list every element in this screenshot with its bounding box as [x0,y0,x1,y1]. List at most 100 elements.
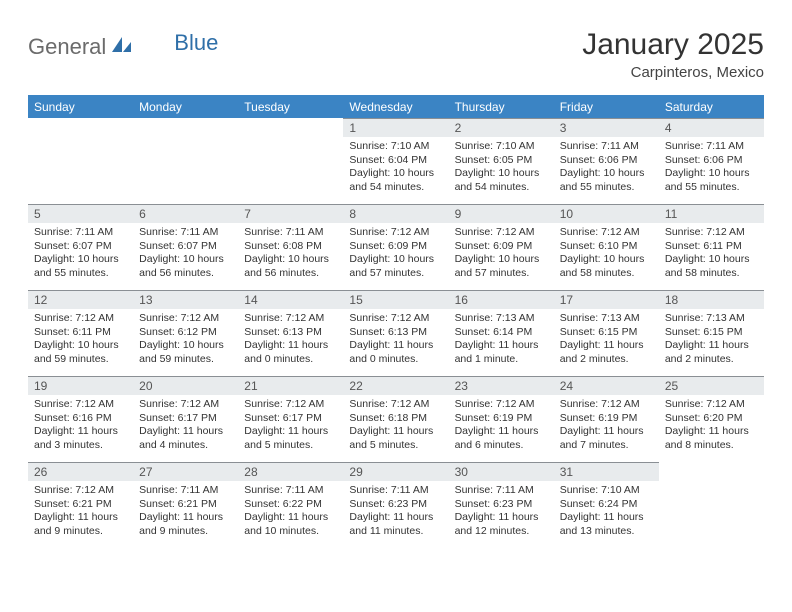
calendar-cell [238,118,343,204]
calendar-cell: 21Sunrise: 7:12 AMSunset: 6:17 PMDayligh… [238,376,343,462]
header: General Blue January 2025 Carpinteros, M… [28,28,764,81]
day-details: Sunrise: 7:12 AMSunset: 6:20 PMDaylight:… [659,395,764,457]
weekday-header: Tuesday [238,96,343,119]
day-number: 24 [554,376,659,395]
calendar-cell: 9Sunrise: 7:12 AMSunset: 6:09 PMDaylight… [449,204,554,290]
calendar-cell: 5Sunrise: 7:11 AMSunset: 6:07 PMDaylight… [28,204,133,290]
calendar-cell: 31Sunrise: 7:10 AMSunset: 6:24 PMDayligh… [554,462,659,548]
calendar-row: 12Sunrise: 7:12 AMSunset: 6:11 PMDayligh… [28,290,764,376]
day-details: Sunrise: 7:13 AMSunset: 6:15 PMDaylight:… [659,309,764,371]
day-details: Sunrise: 7:12 AMSunset: 6:13 PMDaylight:… [238,309,343,371]
day-number: 11 [659,204,764,223]
weekday-header: Monday [133,96,238,119]
day-number: 25 [659,376,764,395]
title-block: January 2025 Carpinteros, Mexico [582,28,764,81]
day-number: 10 [554,204,659,223]
day-number: 15 [343,290,448,309]
calendar-body: 1Sunrise: 7:10 AMSunset: 6:04 PMDaylight… [28,118,764,548]
calendar-cell: 24Sunrise: 7:12 AMSunset: 6:19 PMDayligh… [554,376,659,462]
calendar-cell: 19Sunrise: 7:12 AMSunset: 6:16 PMDayligh… [28,376,133,462]
calendar-cell [133,118,238,204]
logo: General Blue [28,28,218,60]
calendar-page: General Blue January 2025 Carpinteros, M… [0,0,792,568]
day-details: Sunrise: 7:12 AMSunset: 6:17 PMDaylight:… [133,395,238,457]
day-details: Sunrise: 7:13 AMSunset: 6:14 PMDaylight:… [449,309,554,371]
day-details: Sunrise: 7:11 AMSunset: 6:07 PMDaylight:… [133,223,238,285]
day-details: Sunrise: 7:12 AMSunset: 6:16 PMDaylight:… [28,395,133,457]
weekday-header: Saturday [659,96,764,119]
logo-text-general: General [28,34,106,60]
calendar-row: 1Sunrise: 7:10 AMSunset: 6:04 PMDaylight… [28,118,764,204]
day-details: Sunrise: 7:12 AMSunset: 6:17 PMDaylight:… [238,395,343,457]
day-number: 23 [449,376,554,395]
day-details: Sunrise: 7:11 AMSunset: 6:06 PMDaylight:… [659,137,764,199]
calendar-cell: 22Sunrise: 7:12 AMSunset: 6:18 PMDayligh… [343,376,448,462]
logo-text-blue: Blue [174,30,218,56]
day-number: 8 [343,204,448,223]
calendar-cell: 13Sunrise: 7:12 AMSunset: 6:12 PMDayligh… [133,290,238,376]
page-subtitle: Carpinteros, Mexico [582,64,764,81]
day-number: 2 [449,118,554,137]
calendar-cell: 18Sunrise: 7:13 AMSunset: 6:15 PMDayligh… [659,290,764,376]
calendar-cell: 23Sunrise: 7:12 AMSunset: 6:19 PMDayligh… [449,376,554,462]
day-details: Sunrise: 7:11 AMSunset: 6:23 PMDaylight:… [449,481,554,543]
day-details: Sunrise: 7:12 AMSunset: 6:13 PMDaylight:… [343,309,448,371]
day-number: 4 [659,118,764,137]
day-number: 5 [28,204,133,223]
calendar-cell [28,118,133,204]
day-details: Sunrise: 7:12 AMSunset: 6:19 PMDaylight:… [449,395,554,457]
calendar-cell: 11Sunrise: 7:12 AMSunset: 6:11 PMDayligh… [659,204,764,290]
calendar-cell: 3Sunrise: 7:11 AMSunset: 6:06 PMDaylight… [554,118,659,204]
day-details: Sunrise: 7:12 AMSunset: 6:12 PMDaylight:… [133,309,238,371]
calendar-cell: 12Sunrise: 7:12 AMSunset: 6:11 PMDayligh… [28,290,133,376]
day-number: 16 [449,290,554,309]
weekday-header: Wednesday [343,96,448,119]
day-number: 21 [238,376,343,395]
day-details: Sunrise: 7:11 AMSunset: 6:22 PMDaylight:… [238,481,343,543]
day-details: Sunrise: 7:12 AMSunset: 6:09 PMDaylight:… [449,223,554,285]
day-details: Sunrise: 7:11 AMSunset: 6:23 PMDaylight:… [343,481,448,543]
day-details: Sunrise: 7:11 AMSunset: 6:08 PMDaylight:… [238,223,343,285]
calendar-cell: 8Sunrise: 7:12 AMSunset: 6:09 PMDaylight… [343,204,448,290]
calendar-cell: 20Sunrise: 7:12 AMSunset: 6:17 PMDayligh… [133,376,238,462]
day-number: 18 [659,290,764,309]
calendar-cell: 14Sunrise: 7:12 AMSunset: 6:13 PMDayligh… [238,290,343,376]
day-details: Sunrise: 7:10 AMSunset: 6:05 PMDaylight:… [449,137,554,199]
calendar-cell [659,462,764,548]
calendar-row: 26Sunrise: 7:12 AMSunset: 6:21 PMDayligh… [28,462,764,548]
day-number: 19 [28,376,133,395]
weekday-header: Sunday [28,96,133,119]
calendar-table: Sunday Monday Tuesday Wednesday Thursday… [28,95,764,548]
day-details: Sunrise: 7:12 AMSunset: 6:21 PMDaylight:… [28,481,133,543]
day-number: 20 [133,376,238,395]
calendar-cell: 15Sunrise: 7:12 AMSunset: 6:13 PMDayligh… [343,290,448,376]
day-number: 26 [28,462,133,481]
page-title: January 2025 [582,28,764,62]
calendar-cell: 2Sunrise: 7:10 AMSunset: 6:05 PMDaylight… [449,118,554,204]
day-number: 7 [238,204,343,223]
calendar-cell: 16Sunrise: 7:13 AMSunset: 6:14 PMDayligh… [449,290,554,376]
calendar-cell: 6Sunrise: 7:11 AMSunset: 6:07 PMDaylight… [133,204,238,290]
calendar-row: 5Sunrise: 7:11 AMSunset: 6:07 PMDaylight… [28,204,764,290]
day-number: 1 [343,118,448,137]
day-number: 22 [343,376,448,395]
weekday-header: Friday [554,96,659,119]
day-details: Sunrise: 7:12 AMSunset: 6:10 PMDaylight:… [554,223,659,285]
day-number: 13 [133,290,238,309]
calendar-cell: 29Sunrise: 7:11 AMSunset: 6:23 PMDayligh… [343,462,448,548]
calendar-cell: 17Sunrise: 7:13 AMSunset: 6:15 PMDayligh… [554,290,659,376]
calendar-cell: 30Sunrise: 7:11 AMSunset: 6:23 PMDayligh… [449,462,554,548]
day-details: Sunrise: 7:12 AMSunset: 6:11 PMDaylight:… [28,309,133,371]
calendar-row: 19Sunrise: 7:12 AMSunset: 6:16 PMDayligh… [28,376,764,462]
day-details: Sunrise: 7:11 AMSunset: 6:06 PMDaylight:… [554,137,659,199]
day-details: Sunrise: 7:11 AMSunset: 6:07 PMDaylight:… [28,223,133,285]
day-number: 3 [554,118,659,137]
day-number: 6 [133,204,238,223]
calendar-cell: 1Sunrise: 7:10 AMSunset: 6:04 PMDaylight… [343,118,448,204]
day-details: Sunrise: 7:10 AMSunset: 6:04 PMDaylight:… [343,137,448,199]
day-number: 31 [554,462,659,481]
day-number: 28 [238,462,343,481]
day-number: 17 [554,290,659,309]
day-number: 27 [133,462,238,481]
logo-sail-icon [110,35,132,60]
